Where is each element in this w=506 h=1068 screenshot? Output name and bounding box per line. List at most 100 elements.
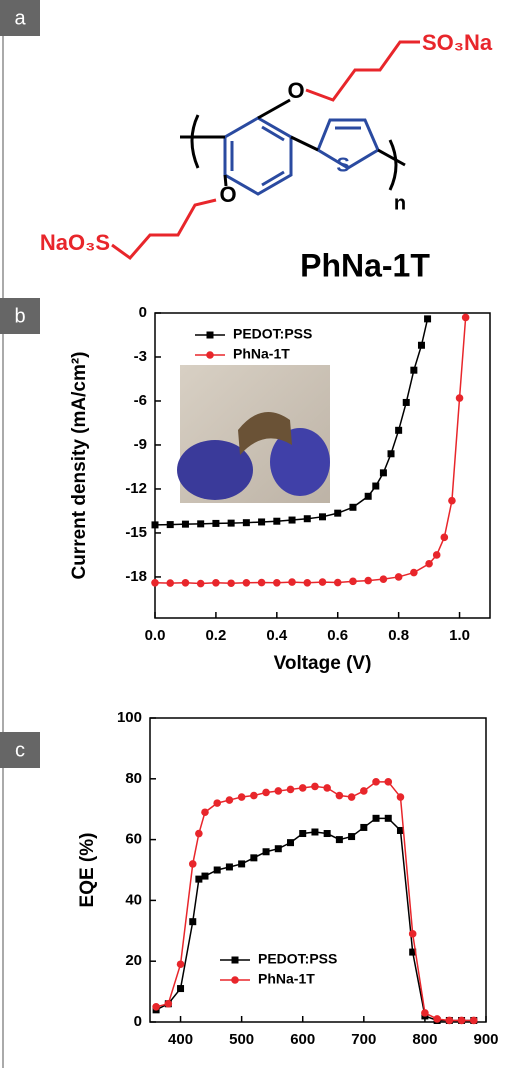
marker xyxy=(410,366,418,374)
y-axis-label: Current density (mA/cm²) xyxy=(69,351,90,579)
y-tick-label: -15 xyxy=(125,524,147,541)
y-tick-label: 40 xyxy=(125,891,142,908)
legend-marker xyxy=(206,351,214,359)
marker xyxy=(201,872,209,880)
marker xyxy=(455,394,464,402)
marker xyxy=(166,521,174,529)
marker xyxy=(151,521,159,529)
marker xyxy=(273,517,281,525)
legend-marker xyxy=(231,976,239,984)
y-tick-label: -12 xyxy=(125,480,147,497)
marker xyxy=(318,578,327,586)
marker xyxy=(189,918,197,926)
marker xyxy=(372,482,380,490)
marker xyxy=(286,785,295,794)
atom-label: O xyxy=(219,182,236,207)
marker xyxy=(195,829,203,838)
group-label: SO₃Na xyxy=(422,30,493,55)
marker xyxy=(396,826,404,834)
marker xyxy=(421,1009,429,1017)
marker xyxy=(298,784,307,792)
panel-label: a xyxy=(14,7,26,29)
marker xyxy=(299,830,307,838)
marker xyxy=(424,315,432,323)
y-tick-label: 0 xyxy=(134,1013,142,1030)
marker xyxy=(445,1016,454,1025)
marker xyxy=(372,778,380,786)
marker xyxy=(151,579,159,587)
x-tick-label: 800 xyxy=(412,1031,437,1048)
marker xyxy=(257,578,266,587)
marker xyxy=(364,576,372,585)
marker xyxy=(176,960,185,969)
marker xyxy=(469,1016,478,1025)
marker xyxy=(274,845,282,853)
marker xyxy=(323,830,331,838)
molecule xyxy=(111,40,420,261)
marker xyxy=(227,519,235,527)
x-tick-label: 500 xyxy=(229,1031,254,1048)
marker xyxy=(448,496,456,505)
marker xyxy=(461,313,470,322)
marker xyxy=(333,578,342,587)
x-tick-label: 0.6 xyxy=(327,627,348,644)
legend-label: PEDOT:PSS xyxy=(258,951,337,967)
marker xyxy=(237,793,246,801)
marker xyxy=(288,578,296,586)
legend-marker xyxy=(206,331,214,339)
marker xyxy=(164,999,173,1008)
panel-label-box xyxy=(0,732,40,768)
x-tick-label: 0.0 xyxy=(145,627,166,644)
group-label: NaO₃S xyxy=(40,230,110,255)
marker xyxy=(212,519,220,527)
y-tick-label: 60 xyxy=(125,831,142,848)
marker xyxy=(201,808,209,817)
marker xyxy=(372,814,380,822)
y-tick-label: 100 xyxy=(117,709,142,726)
x-tick-label: 0.4 xyxy=(266,627,288,644)
y-axis-label: EQE (%) xyxy=(77,833,98,908)
marker xyxy=(425,559,433,568)
marker xyxy=(417,341,425,349)
marker xyxy=(384,814,392,822)
x-axis-label: Voltage (V) xyxy=(274,653,372,674)
marker xyxy=(238,860,246,868)
marker xyxy=(197,520,205,528)
compound-name: PhNa-1T xyxy=(300,247,430,283)
marker xyxy=(334,509,342,517)
marker xyxy=(288,516,296,524)
y-tick-label: 80 xyxy=(125,770,142,787)
marker xyxy=(408,930,417,938)
series-line xyxy=(155,817,474,1022)
panel-label-box xyxy=(0,298,40,334)
marker xyxy=(319,513,326,521)
marker xyxy=(181,520,189,528)
marker xyxy=(387,450,395,458)
marker xyxy=(303,579,312,587)
x-tick-label: 600 xyxy=(290,1031,315,1048)
marker xyxy=(188,860,197,868)
marker xyxy=(384,778,393,786)
marker xyxy=(360,787,368,795)
panel-label: c xyxy=(15,739,25,761)
marker xyxy=(213,799,221,807)
marker xyxy=(395,426,403,434)
marker xyxy=(379,469,387,477)
marker xyxy=(335,836,343,844)
marker xyxy=(364,492,372,500)
repeat-label: n xyxy=(394,192,406,214)
marker xyxy=(323,784,331,792)
x-tick-label: 1.0 xyxy=(449,627,470,644)
y-tick-label: -18 xyxy=(125,568,147,585)
marker xyxy=(303,515,311,523)
y-tick-label: -6 xyxy=(134,392,147,409)
marker xyxy=(349,503,357,511)
marker xyxy=(379,575,388,583)
marker xyxy=(196,579,205,588)
marker xyxy=(242,519,250,527)
x-tick-label: 0.8 xyxy=(388,627,409,644)
marker xyxy=(177,985,185,993)
plot-frame xyxy=(154,312,491,619)
marker xyxy=(360,823,368,831)
